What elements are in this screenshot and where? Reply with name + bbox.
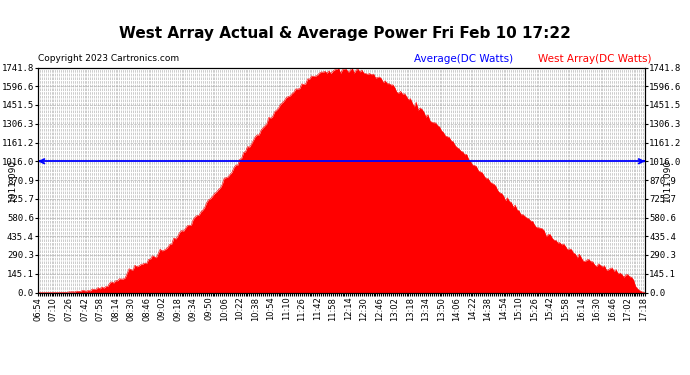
Text: 1011.090: 1011.090: [8, 158, 17, 202]
Text: West Array Actual & Average Power Fri Feb 10 17:22: West Array Actual & Average Power Fri Fe…: [119, 26, 571, 41]
Text: Copyright 2023 Cartronics.com: Copyright 2023 Cartronics.com: [38, 54, 179, 63]
Text: West Array(DC Watts): West Array(DC Watts): [538, 54, 651, 64]
Text: 1011.090: 1011.090: [663, 158, 673, 202]
Text: Average(DC Watts): Average(DC Watts): [414, 54, 513, 64]
